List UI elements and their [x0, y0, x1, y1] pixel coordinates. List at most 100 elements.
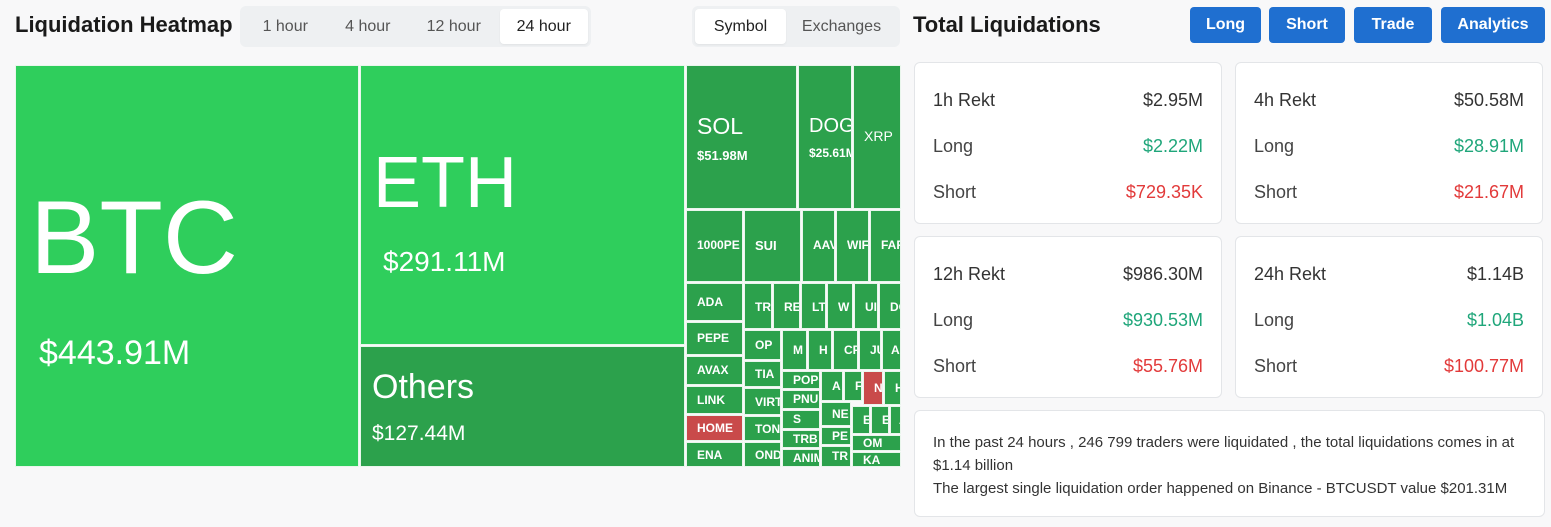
tile-symbol: DOG	[809, 115, 852, 137]
long-value: $28.91M	[1453, 136, 1524, 156]
tile-h2[interactable]: H	[884, 371, 901, 405]
tile-1000pepe[interactable]: 1000PE	[686, 210, 743, 282]
tile-h[interactable]: H	[808, 330, 832, 370]
short-button[interactable]: Short	[1269, 7, 1345, 43]
long-label: Long	[1254, 310, 1295, 330]
tile-eth[interactable]: ETH $291.11M	[360, 65, 685, 345]
card-12h-rekt: 12h Rekt $986.30M Long $930.53M Short $55.7…	[914, 236, 1222, 398]
trade-button[interactable]: Trade	[1354, 7, 1432, 43]
long-value: $2.22M	[1142, 136, 1203, 156]
tile-trb[interactable]: TRB	[782, 430, 820, 448]
tile-op[interactable]: OP	[744, 330, 781, 360]
tile-cf[interactable]: CF	[833, 330, 858, 370]
group-by-selector: Symbol Exchanges	[692, 6, 900, 47]
tile-w[interactable]: W	[827, 283, 853, 329]
tile-tr2[interactable]: TR	[821, 446, 851, 467]
tile-tia[interactable]: TIA	[744, 361, 781, 387]
tile-ada[interactable]: ADA	[686, 283, 743, 321]
tile-pepe[interactable]: PEPE	[686, 322, 743, 355]
tile-ui[interactable]: UI	[854, 283, 878, 329]
short-label: Short	[933, 182, 977, 202]
card-1h-rekt: 1h Rekt $2.95M Long $2.22M Short $729.35K	[914, 62, 1222, 224]
short-value: $21.67M	[1453, 182, 1524, 202]
tile-m[interactable]: M	[782, 330, 807, 370]
tile-sol[interactable]: SOL $51.98M	[686, 65, 797, 209]
tile-lt[interactable]: LT	[801, 283, 826, 329]
tile-home[interactable]: HOME	[686, 415, 743, 441]
total-liquidations-title: Total Liquidations	[913, 12, 1101, 37]
tab-symbol[interactable]: Symbol	[695, 9, 786, 44]
summary-line-1: In the past 24 hours , 246 799 traders w…	[933, 434, 1515, 474]
tile-btc[interactable]: BTC $443.91M	[15, 65, 359, 467]
heatmap-title: Liquidation Heatmap	[15, 12, 233, 37]
tile-others[interactable]: Others $127.44M	[360, 346, 685, 467]
card-24h-rekt: 24h Rekt $1.14B Long $1.04B Short $100.77M	[1235, 236, 1543, 398]
card-label: 1h Rekt	[933, 90, 996, 110]
short-value: $729.35K	[1125, 182, 1203, 202]
tile-value: $443.91M	[39, 334, 191, 372]
tile-link[interactable]: LINK	[686, 386, 743, 414]
tile-value: $25.61M	[809, 146, 852, 160]
long-value: $930.53M	[1122, 310, 1203, 330]
short-label: Short	[1254, 182, 1298, 202]
tile-ondo[interactable]: OND	[744, 442, 781, 467]
time-range-selector: 1 hour 4 hour 12 hour 24 hour	[240, 6, 591, 47]
tile-xrp[interactable]: XRP	[853, 65, 901, 209]
tile-e2[interactable]: E	[871, 406, 889, 434]
tile-f[interactable]: F	[844, 371, 862, 401]
tile-symbol: BTC	[30, 180, 238, 296]
tile-pnut[interactable]: PNU	[782, 390, 820, 409]
card-label: 24h Rekt	[1254, 264, 1327, 284]
tile-far[interactable]: FAR	[870, 210, 901, 282]
tile-pe[interactable]: PE	[821, 427, 851, 445]
tab-24-hour[interactable]: 24 hour	[499, 9, 588, 44]
tile-ju[interactable]: JU	[859, 330, 881, 370]
tile-sui[interactable]: SUI	[744, 210, 801, 282]
tile-om[interactable]: OM	[852, 435, 901, 451]
long-button[interactable]: Long	[1190, 7, 1261, 43]
tile-e[interactable]: E	[852, 406, 870, 434]
tab-12-hour[interactable]: 12 hour	[426, 17, 481, 35]
short-label: Short	[1254, 356, 1298, 376]
tile-avax[interactable]: AVAX	[686, 356, 743, 385]
tile-ne[interactable]: NE	[821, 402, 851, 426]
card-4h-rekt: 4h Rekt $50.58M Long $28.91M Short $21.67M	[1235, 62, 1543, 224]
tile-tr[interactable]: TR	[744, 283, 772, 329]
short-value: $55.76M	[1132, 356, 1203, 376]
tile-symbol: XRP	[864, 128, 893, 144]
tab-4-hour[interactable]: 4 hour	[345, 17, 391, 35]
tile-wif[interactable]: WIF	[836, 210, 869, 282]
summary-line-2: The largest single liquidation order hap…	[933, 480, 1508, 497]
long-label: Long	[933, 310, 974, 330]
tile-ton[interactable]: TON	[744, 416, 781, 441]
analytics-button[interactable]: Analytics	[1441, 7, 1545, 43]
tile-n[interactable]: N	[863, 371, 883, 405]
tile-anime[interactable]: ANIM	[782, 449, 820, 467]
tile-kaito[interactable]: KA	[852, 452, 901, 467]
tile-value: $51.98M	[697, 148, 748, 163]
tab-1-hour[interactable]: 1 hour	[262, 17, 308, 35]
tile-popcat[interactable]: POPC	[782, 371, 820, 389]
tile-symbol: ETH	[373, 143, 517, 223]
tile-aave[interactable]: AAV	[802, 210, 835, 282]
tile-symbol: Others	[372, 368, 475, 406]
tile-a2[interactable]: A	[821, 371, 843, 401]
tile-a[interactable]: A	[882, 330, 901, 370]
tile-doge[interactable]: DOG $25.61M	[798, 65, 852, 209]
tile-do[interactable]: DO	[879, 283, 901, 329]
tile-re[interactable]: RE	[773, 283, 800, 329]
tile-s[interactable]: S	[782, 410, 820, 429]
long-label: Long	[1254, 136, 1295, 156]
card-label: 12h Rekt	[933, 264, 1006, 284]
short-label: Short	[933, 356, 977, 376]
card-total: $986.30M	[1122, 264, 1203, 284]
tile-a3[interactable]: A	[890, 406, 901, 434]
tile-value: $127.44M	[372, 422, 466, 445]
long-label: Long	[933, 136, 974, 156]
tab-exchanges[interactable]: Exchanges	[801, 17, 882, 35]
tile-virtual[interactable]: VIRT	[744, 388, 781, 415]
card-total: $2.95M	[1142, 90, 1203, 110]
tile-ena[interactable]: ENA	[686, 442, 743, 467]
card-total: $50.58M	[1453, 90, 1524, 110]
card-total: $1.14B	[1466, 264, 1524, 284]
